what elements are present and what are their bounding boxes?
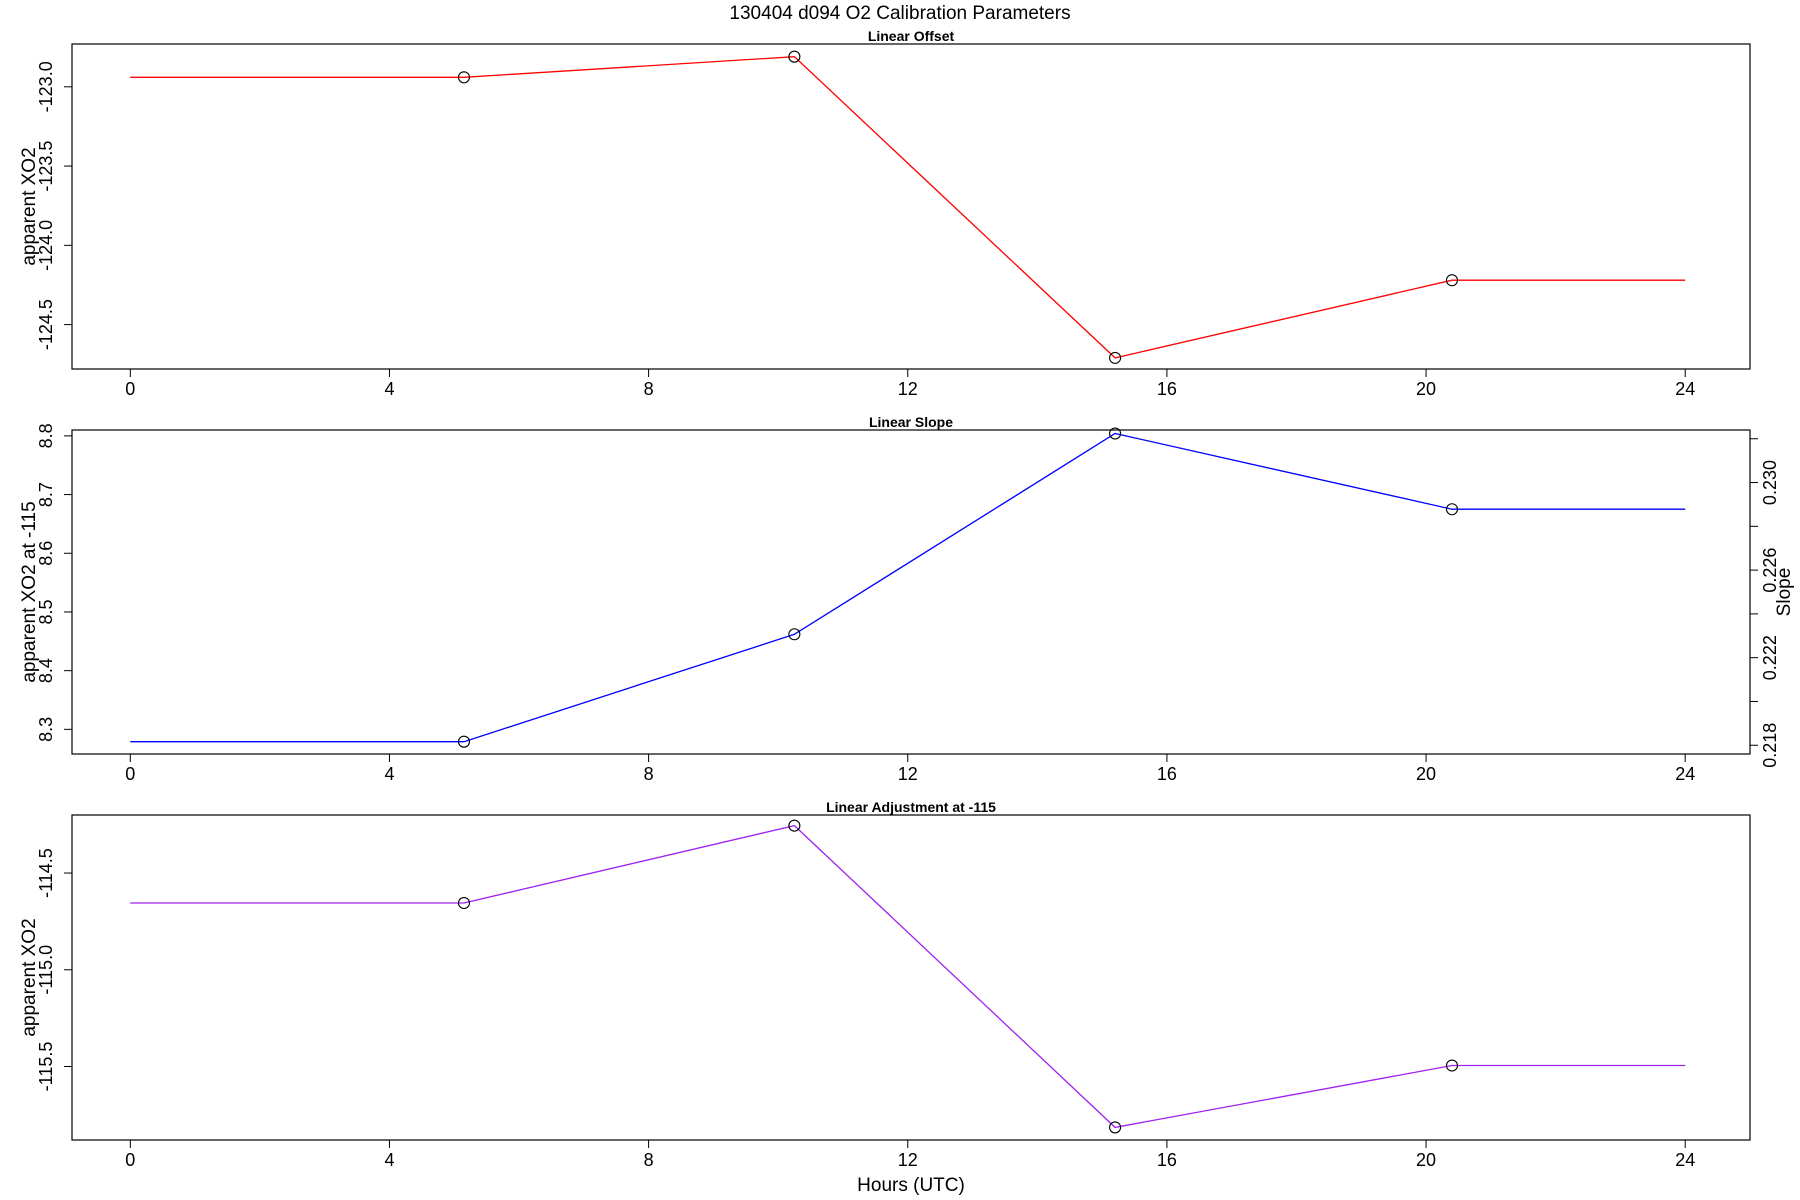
x-tick-label: 16 [1157, 1150, 1177, 1170]
data-point [788, 819, 801, 832]
x-tick-label: 0 [125, 1150, 135, 1170]
data-point [788, 628, 801, 641]
y-axis-label: apparent XO2 [19, 147, 40, 265]
data-point [1445, 503, 1459, 516]
x-tick-label: 20 [1416, 764, 1436, 784]
y-tick-label: -123.0 [36, 61, 56, 112]
x-tick-label: 12 [898, 379, 918, 399]
data-point [1109, 427, 1122, 440]
y-tick-label: -123.5 [36, 141, 56, 192]
panel-3: Linear Adjustment at -115 0 4 8 12 16 20 24 -114… [19, 799, 1751, 1196]
y2-tick-label: 0.226 [1760, 548, 1780, 593]
plot-frame [71, 429, 1751, 755]
y-tick-label: 8.4 [36, 658, 56, 683]
data-point [1109, 1121, 1122, 1134]
x-axis-label: Hours (UTC) [857, 1175, 965, 1196]
x-tick-label: 8 [644, 379, 654, 399]
y-tick-label: 8.6 [36, 541, 56, 566]
panel-title: Linear Slope [869, 414, 953, 430]
data-point [1109, 351, 1122, 364]
y-axis-label: apparent XO2 [19, 918, 40, 1036]
x-tick-label: 8 [644, 1150, 654, 1170]
data-point [788, 50, 801, 63]
panel-1: Linear Offset 0 4 8 12 16 20 24 -123.0 -123.5 -124… [19, 28, 1751, 399]
y2-tick-label: 0.222 [1760, 635, 1780, 680]
data-point [457, 735, 471, 748]
x-tick-label: 20 [1416, 1150, 1436, 1170]
x-tick-label: 4 [384, 1150, 394, 1170]
y-tick-label: 8.8 [36, 423, 56, 448]
x-tick-label: 24 [1675, 1150, 1695, 1170]
series-line [130, 824, 1686, 1129]
series-line [130, 432, 1686, 743]
data-point [457, 896, 471, 910]
data-point [1445, 274, 1459, 287]
y2-axis-label: Slope [1774, 568, 1795, 617]
panel-title: Linear Adjustment at -115 [826, 799, 996, 815]
y2-tick-label: 0.218 [1760, 723, 1780, 768]
y2-tick-label: 0.230 [1760, 460, 1780, 505]
series-line [130, 56, 1686, 359]
x-tick-label: 4 [384, 764, 394, 784]
y-tick-label: -114.5 [36, 848, 56, 898]
data-point [1445, 1059, 1459, 1072]
x-tick-label: 12 [898, 1150, 918, 1170]
x-tick-label: 12 [898, 764, 918, 784]
x-tick-label: 0 [125, 379, 135, 399]
plot-frame [71, 814, 1751, 1141]
figure-title: 130404 d094 O2 Calibration Parameters [729, 3, 1070, 24]
panel-2: Linear Slope 0 4 8 12 16 20 24 8.3 8.4 8.5 8.6 8.7 8.… [19, 414, 1795, 784]
y-tick-label: 8.3 [36, 717, 56, 742]
y-tick-label: -115.0 [36, 945, 56, 995]
x-tick-label: 16 [1157, 764, 1177, 784]
y-tick-label: -124.0 [36, 220, 56, 271]
x-tick-label: 4 [384, 379, 394, 399]
y-axis-label: apparent XO2 at -115 [19, 501, 40, 682]
x-tick-label: 24 [1675, 764, 1695, 784]
y-tick-label: -115.5 [36, 1042, 56, 1092]
x-tick-label: 16 [1157, 379, 1177, 399]
x-tick-label: 8 [644, 764, 654, 784]
plot-frame [71, 43, 1751, 370]
x-tick-label: 24 [1675, 379, 1695, 399]
x-tick-label: 0 [125, 764, 135, 784]
x-tick-label: 20 [1416, 379, 1436, 399]
panel-title: Linear Offset [868, 28, 955, 44]
y-tick-label: 8.5 [36, 599, 56, 624]
y-tick-label: -124.5 [36, 299, 56, 350]
y-tick-label: 8.7 [36, 482, 56, 507]
data-point [457, 71, 471, 84]
